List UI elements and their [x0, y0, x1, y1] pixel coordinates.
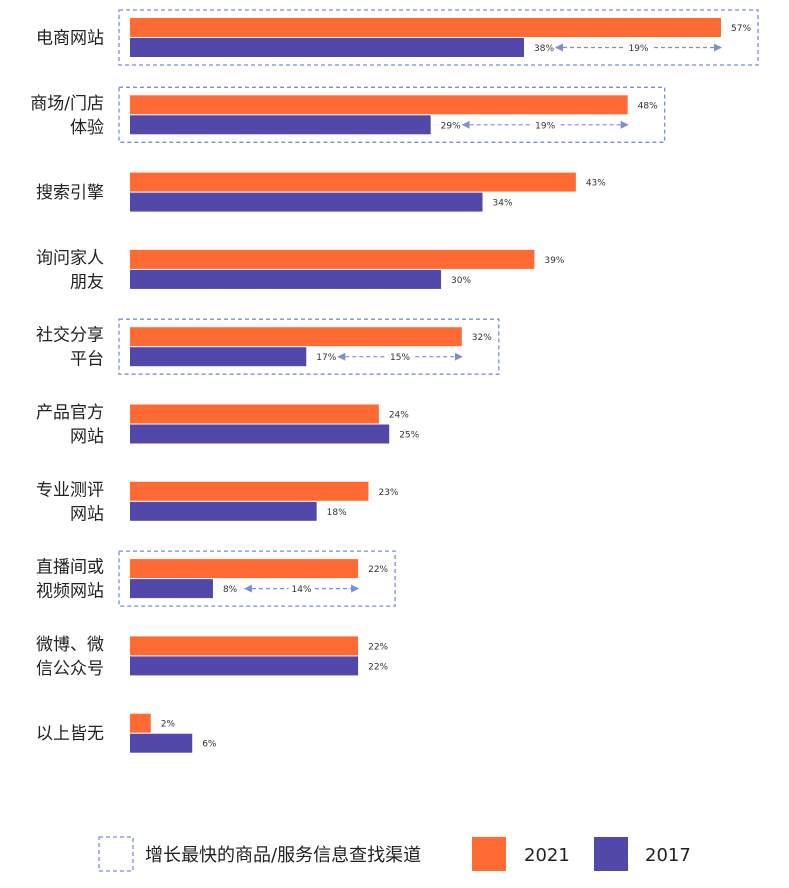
value-label-2021: 2%: [161, 720, 176, 730]
bar-2021: [130, 95, 628, 115]
value-label-2017: 8%: [223, 585, 238, 595]
legend-swatch-2017: [594, 837, 628, 871]
legend-label-highlight: 增长最快的商品/服务信息查找渠道: [145, 845, 421, 866]
value-label-2021: 24%: [389, 411, 409, 421]
bar-2021: [130, 249, 535, 269]
highlight-box: [118, 550, 396, 607]
value-label-2017: 29%: [441, 121, 461, 131]
bar-2017: [130, 656, 359, 676]
legend: 增长最快的商品/服务信息查找渠道 2021 2017: [98, 836, 691, 872]
bars: [130, 18, 721, 753]
bar-2021: [130, 636, 359, 656]
category-label: 搜索引擎: [36, 183, 104, 203]
bar-2017: [130, 192, 483, 212]
value-label-2021: 22%: [368, 565, 388, 575]
value-label-2021: 43%: [586, 179, 606, 189]
value-label-2017: 25%: [399, 431, 419, 441]
bar-2017: [130, 38, 524, 57]
value-label-2017: 17%: [316, 353, 336, 363]
bar-2021: [130, 559, 359, 579]
bar-2021: [130, 172, 576, 192]
bar-2017: [130, 347, 307, 367]
highlight-box: [118, 318, 500, 375]
category-label: 以上皆无: [36, 724, 104, 744]
growth-label: 14%: [292, 585, 312, 595]
growth-label: 19%: [628, 44, 648, 54]
category-label: 产品官方网站: [36, 403, 104, 447]
labels: 57% 38% 电商网站 48% 29% 商场/门店体验 43% 34% 搜索引擎 39% 30% 询…: [30, 24, 751, 750]
category-label: 社交分享平台: [36, 326, 104, 370]
bar-2021: [130, 404, 379, 424]
value-label-2017: 18%: [327, 508, 347, 518]
legend-label-2021: 2021: [524, 845, 570, 866]
value-label-2021: 32%: [472, 333, 492, 343]
category-label: 直播间或视频网站: [36, 558, 104, 602]
bar-2017: [130, 733, 193, 753]
bar-2017: [130, 579, 213, 599]
legend-swatch-2021: [472, 837, 506, 871]
value-label-2021: 22%: [368, 642, 388, 652]
bar-2017: [130, 269, 442, 289]
bar-2017: [130, 501, 317, 521]
value-label-2021: 39%: [544, 256, 564, 266]
value-label-2017: 30%: [451, 276, 471, 286]
category-label: 商场/门店体验: [30, 94, 104, 138]
legend-swatch-highlight: [98, 836, 134, 872]
growth-label-bg: [625, 41, 652, 54]
bar-2021: [130, 713, 151, 733]
bar-2021: [130, 327, 462, 347]
highlight-boxes: 19% 19% 15% 14%: [118, 9, 759, 607]
value-label-2017: 22%: [368, 662, 388, 672]
category-label: 询问家人朋友: [36, 248, 104, 292]
value-label-2017: 34%: [493, 199, 513, 209]
highlight-box: [118, 9, 759, 66]
category-label: 微博、微信公众号: [36, 635, 104, 679]
growth-label-bg: [532, 118, 559, 131]
legend-label-2017: 2017: [645, 845, 691, 866]
bar-2017: [130, 115, 431, 135]
bar-2017: [130, 424, 390, 444]
growth-label-bg: [387, 350, 414, 363]
growth-label: 15%: [390, 353, 410, 363]
value-label-2017: 38%: [534, 44, 554, 54]
value-label-2021: 57%: [731, 24, 751, 34]
value-label-2021: 23%: [378, 488, 398, 498]
value-label-2017: 6%: [202, 740, 217, 750]
category-label: 电商网站: [36, 29, 104, 49]
bar-2021: [130, 481, 369, 501]
bar-2021: [130, 18, 721, 37]
value-label-2021: 48%: [638, 101, 658, 111]
category-label: 专业测评网站: [36, 480, 104, 524]
growth-label-bg: [288, 582, 315, 595]
growth-label: 19%: [535, 121, 555, 131]
